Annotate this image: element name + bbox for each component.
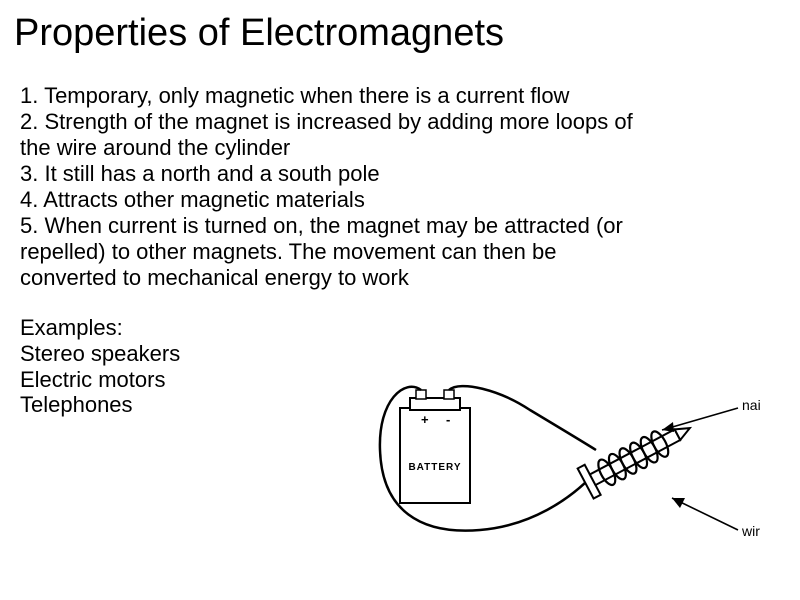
example-1: Stereo speakers (20, 341, 800, 367)
nail-arrow: nail (662, 397, 760, 432)
property-5a: 5. When current is turned on, the magnet… (20, 213, 780, 239)
examples-heading: Examples: (20, 315, 800, 341)
page-title: Properties of Electromagnets (0, 0, 800, 55)
plus-label: + (421, 412, 429, 427)
wire-arrow: wire (672, 498, 760, 539)
nail-label: nail (742, 397, 760, 413)
property-1: 1. Temporary, only magnetic when there i… (20, 83, 780, 109)
property-4: 4. Attracts other magnetic materials (20, 187, 780, 213)
property-3: 3. It still has a north and a south pole (20, 161, 780, 187)
properties-list: 1. Temporary, only magnetic when there i… (0, 55, 800, 291)
nail-icon (578, 413, 698, 498)
property-2b: the wire around the cylinder (20, 135, 780, 161)
property-5c: converted to mechanical energy to work (20, 265, 780, 291)
battery-icon: + - BATTERY (400, 390, 470, 503)
minus-label: - (446, 412, 450, 427)
wire-label: wire (741, 523, 760, 539)
wire-right (449, 386, 596, 450)
battery-label: BATTERY (408, 462, 461, 473)
electromagnet-diagram: + - BATTERY nail wire (360, 380, 760, 570)
property-5b: repelled) to other magnets. The movement… (20, 239, 780, 265)
property-2a: 2. Strength of the magnet is increased b… (20, 109, 780, 135)
